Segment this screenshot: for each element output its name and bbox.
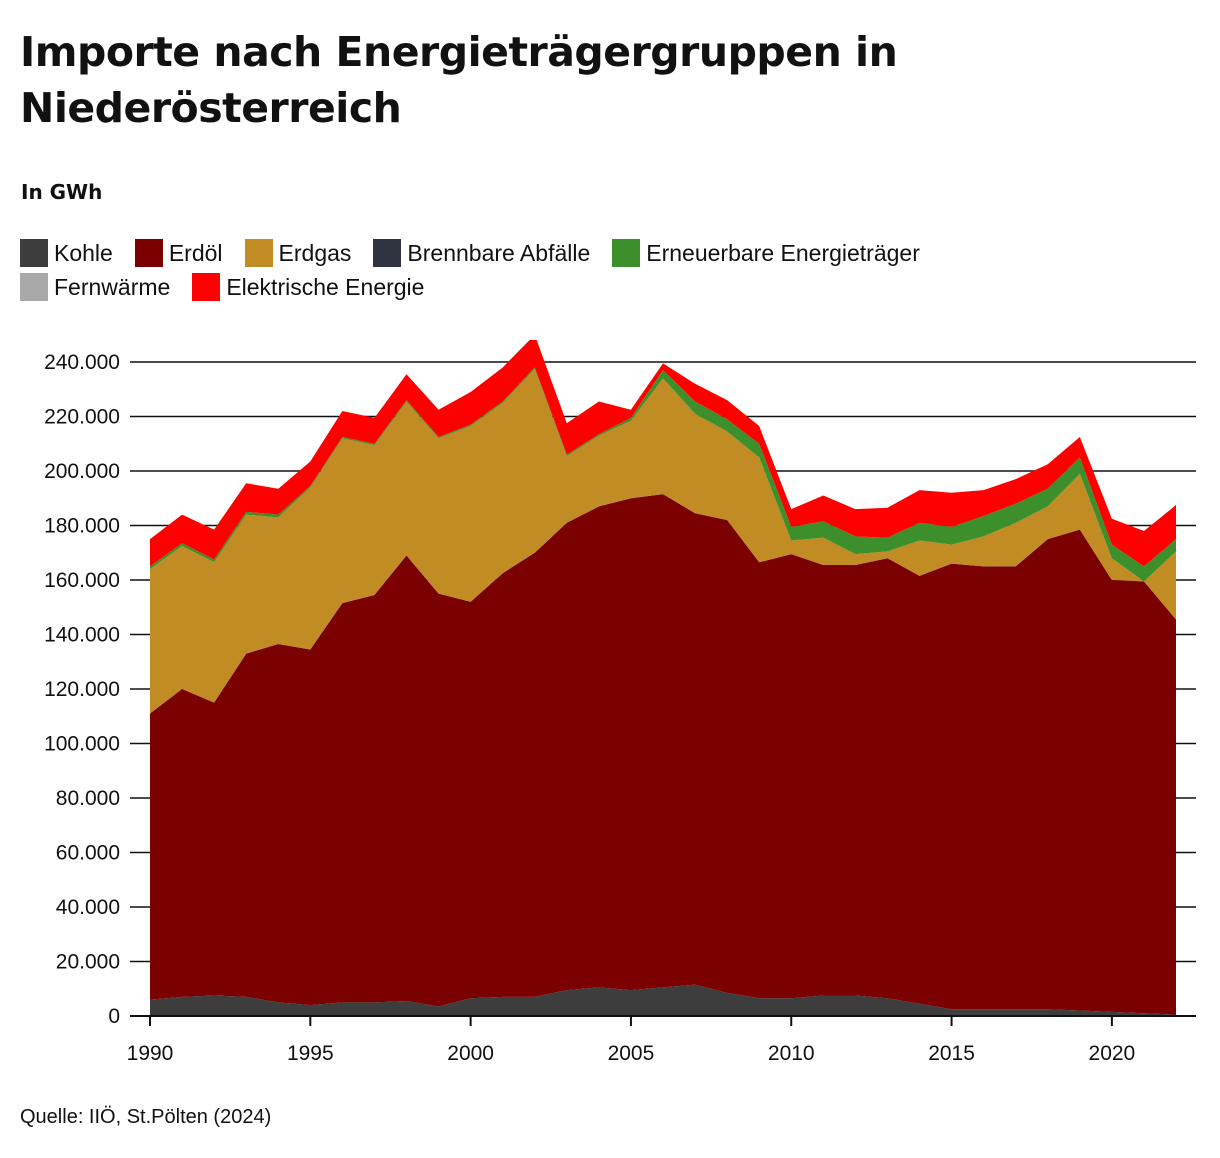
y-tick-label: 100.000 [44,733,120,756]
legend-label: Erdöl [168,239,223,266]
y-tick-label: 200.000 [44,460,120,483]
y-tick-label: 20.000 [56,951,120,974]
legend-swatch [192,273,221,301]
x-tick-label: 2005 [608,1042,655,1060]
chart-title: Importe nach Energieträgergruppen in Nie… [20,28,898,132]
legend-item-erneuerbare[interactable]: Erneuerbare Energieträger [612,239,920,267]
x-tick-label: 2020 [1089,1042,1136,1060]
legend-item-fernwaerme[interactable]: Fernwärme [20,273,170,301]
area-erdgas [150,368,1176,714]
x-tick-label: 2015 [928,1042,975,1060]
legend-swatch [612,239,641,267]
chart-legend: Kohle Erdöl Erdgas Brennbare Abfälle Ern… [20,236,1200,304]
x-tick-label: 2000 [447,1042,494,1060]
legend-label: Erdgas [278,239,352,266]
legend-item-elektrische-energie[interactable]: Elektrische Energie [192,273,424,301]
y-tick-label: 180.000 [44,515,120,538]
legend-swatch [20,239,48,267]
y-tick-label: 220.000 [44,406,120,429]
y-tick-label: 40.000 [56,896,120,919]
source-note: Quelle: IIÖ, St.Pölten (2024) [20,1106,272,1128]
x-tick-label: 1995 [287,1042,334,1060]
x-tick-label: 2010 [768,1042,815,1060]
legend-swatch [244,239,273,267]
y-tick-label: 160.000 [44,569,120,592]
legend-label: Brennbare Abfälle [407,239,591,266]
legend-row-2: Fernwärme Elektrische Energie [20,270,1200,304]
y-tick-label: 240.000 [44,351,120,374]
legend-swatch [134,239,163,267]
legend-label: Erneuerbare Energieträger [646,239,920,266]
legend-label: Kohle [54,239,113,266]
legend-label: Elektrische Energie [226,273,425,300]
legend-label: Fernwärme [54,273,171,300]
area-kohle [150,984,1176,1016]
y-tick-label: 140.000 [44,624,120,647]
legend-item-erdgas[interactable]: Erdgas [244,239,352,267]
legend-item-brennbare-abfaelle[interactable]: Brennbare Abfälle [373,239,590,267]
chart-subtitle: In GWh [21,180,103,204]
y-tick-label: 0 [108,1005,120,1028]
legend-item-kohle[interactable]: Kohle [20,239,113,267]
area-series [150,340,1176,1016]
y-tick-label: 60.000 [56,842,120,865]
legend-row-1: Kohle Erdöl Erdgas Brennbare Abfälle Ern… [20,236,1200,270]
stacked-area-chart: 0 20.000 40.000 60.000 80.000 100.000 120.000 1… [44,340,1196,1060]
area-elektrische-energie [150,340,1176,567]
x-tick-label: 1990 [127,1042,174,1060]
legend-swatch [373,239,402,267]
axes: 0 20.000 40.000 60.000 80.000 100.000 120.000 1… [44,351,1196,1060]
legend-swatch [20,273,48,301]
legend-item-erdoel[interactable]: Erdöl [134,239,223,267]
y-tick-label: 80.000 [56,787,120,810]
area-erneuerbare-energieträger [150,367,1176,582]
area-erdöl [150,494,1176,1015]
y-tick-label: 120.000 [44,678,120,701]
